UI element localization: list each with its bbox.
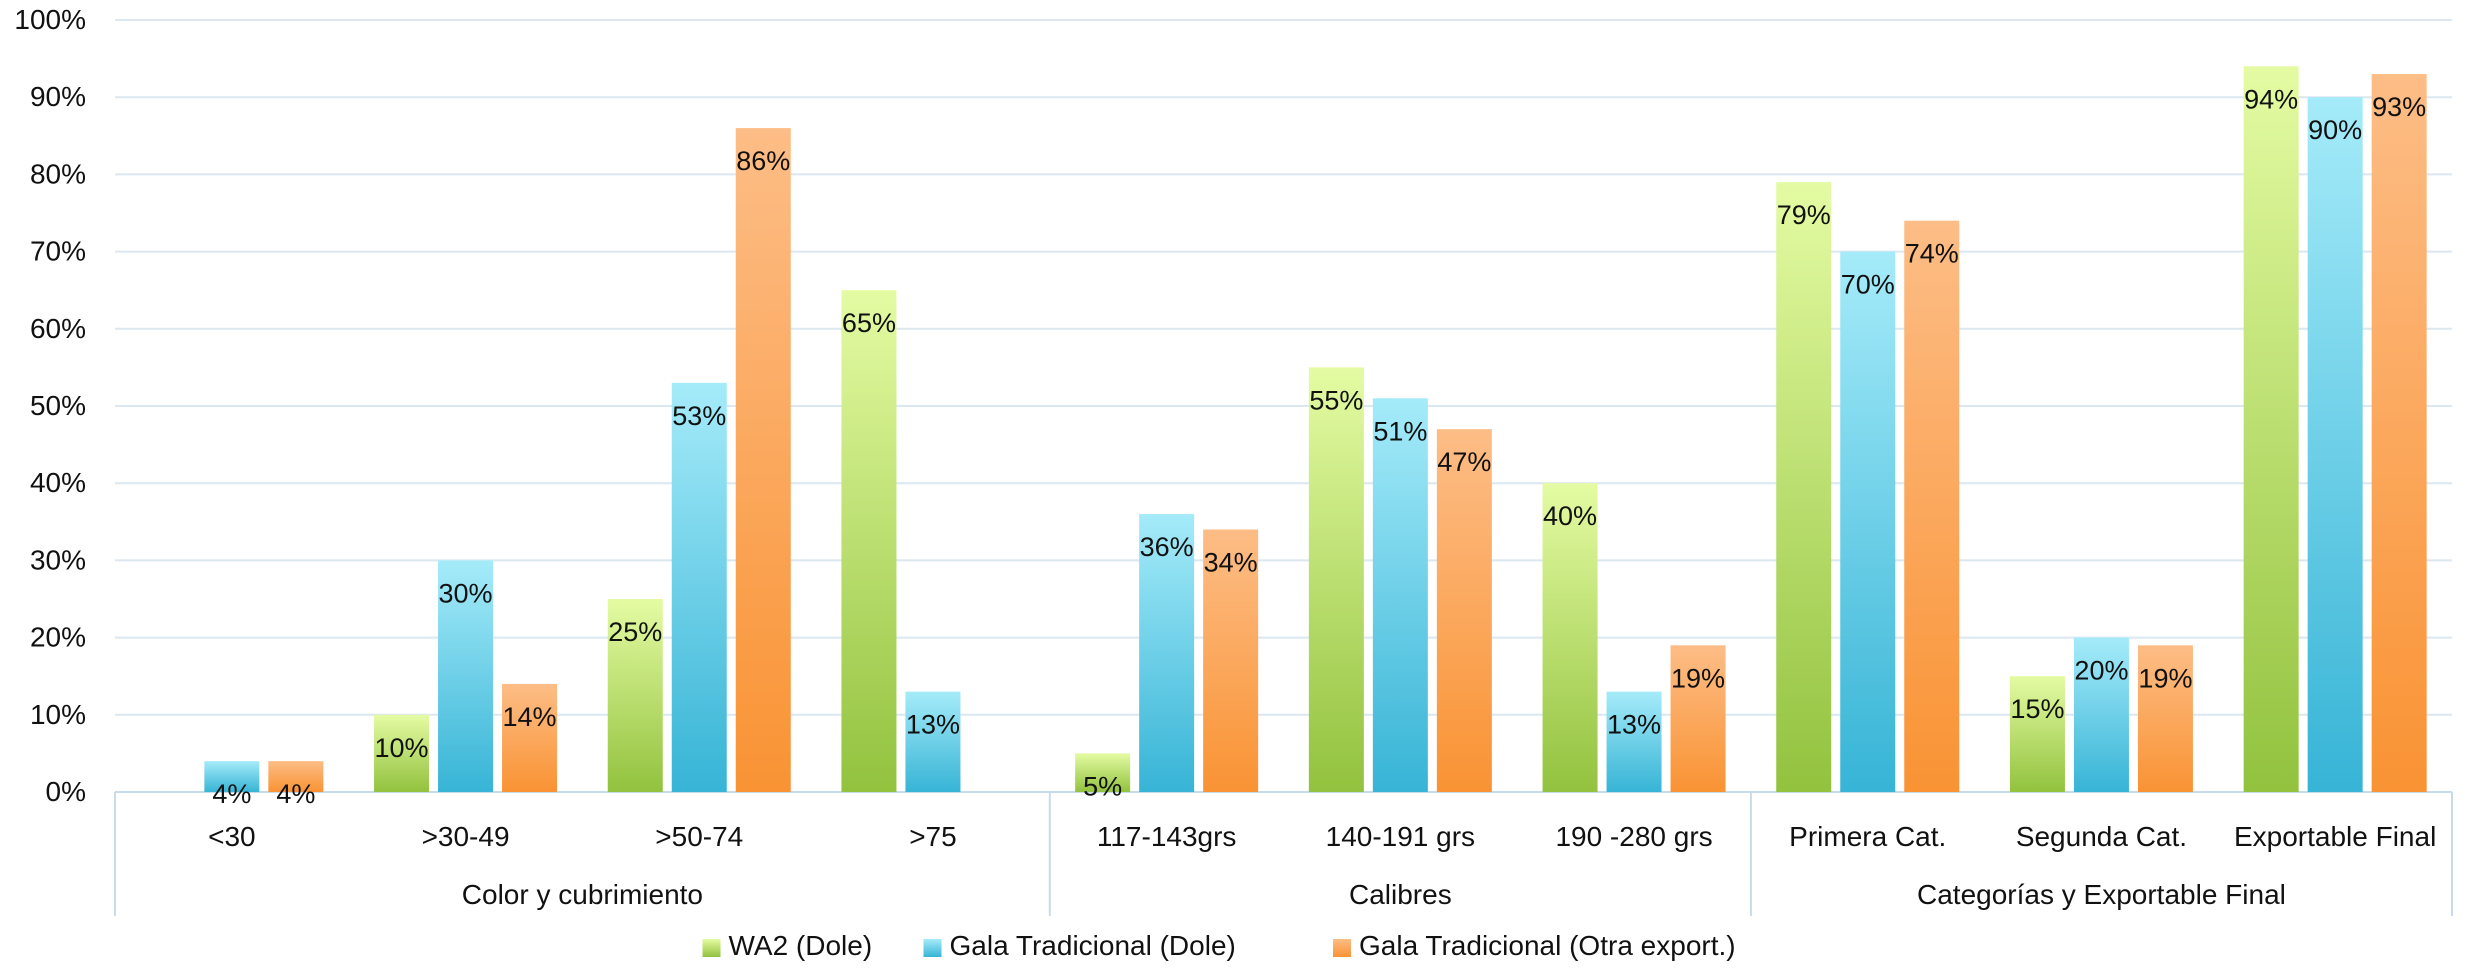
bar-2-7 [1606,691,1662,792]
x-group-label: Calibres [1349,879,1452,910]
data-label: 15% [2010,694,2064,724]
x-axis: <30 >30-49 >50-74 >75 117-143grs 140-191 grs 1… [114,792,2453,916]
x-category-label: Segunda Cat. [2016,821,2187,852]
y-tick-label: 20% [30,622,86,653]
bar-3-2 [502,683,558,792]
data-label: 93% [2372,92,2426,122]
bar-2-2 [438,560,494,792]
data-label: 47% [1437,447,1491,477]
y-tick-label: 70% [30,236,86,267]
data-label: 36% [1140,532,1194,562]
data-label: 10% [375,733,429,763]
bar-3-8 [1904,220,1960,793]
bar-3-5 [1203,529,1259,792]
bar-1-4 [841,290,897,792]
data-label: 13% [906,710,960,740]
data-label: 65% [842,308,896,338]
data-label: 19% [1671,663,1725,693]
bar-3-6 [1436,429,1492,792]
data-label: 14% [503,702,557,732]
data-label: 86% [736,146,790,176]
bar-3-7 [1670,645,1726,792]
bar-2-6 [1372,398,1428,792]
data-label: 30% [439,578,493,608]
x-category-label: Primera Cat. [1789,821,1946,852]
y-tick-label: 60% [30,313,86,344]
x-category-label: <30 [208,821,256,852]
bar-3-9 [2137,645,2193,792]
data-label: 55% [1309,385,1363,415]
bar-1-3 [607,599,663,792]
x-category-label: >30-49 [422,821,510,852]
y-tick-label: 10% [30,699,86,730]
legend-label: Gala Tradicional (Otra export.) [1359,930,1736,961]
bar-2-1 [204,761,260,792]
legend-swatch-3 [1333,939,1351,957]
y-tick-label: 100% [14,4,86,35]
data-label: 13% [1607,710,1661,740]
legend-label: Gala Tradicional (Dole) [950,930,1236,961]
bar-2-3 [671,382,727,792]
x-group-label: Color y cubrimiento [462,879,703,910]
y-tick-label: 80% [30,158,86,189]
bar-1-6 [1308,367,1364,792]
y-tick-label: 40% [30,467,86,498]
x-category-label: 117-143grs [1097,821,1237,852]
data-label: 4% [212,779,251,809]
y-tick-label: 50% [30,390,86,421]
data-label: 90% [2308,115,2362,145]
legend: WA2 (Dole) Gala Tradicional (Dole) Gala Tr… [702,930,1736,961]
data-label: 51% [1373,416,1427,446]
y-tick-label: 30% [30,544,86,575]
y-tick-label: 90% [30,81,86,112]
bar-1-9 [2009,676,2065,792]
bar-3-1 [268,761,324,792]
data-label: 70% [1841,270,1895,300]
x-category-label: 140-191 grs [1326,821,1475,852]
legend-label: WA2 (Dole) [729,930,873,961]
y-axis-tick-labels: 0% 10% 20% 30% 40% 50% 60% 70% 80% 90% 100% [14,4,86,807]
data-label: 20% [2074,656,2128,686]
bar-2-10 [2307,97,2363,792]
data-label: 4% [276,779,315,809]
data-label: 40% [1543,501,1597,531]
bar-2-5 [1139,514,1195,792]
bars [204,66,2427,793]
bar-2-4 [905,691,961,792]
bar-1-10 [2243,66,2299,792]
data-label: 94% [2244,84,2298,114]
bar-1-8 [1776,182,1832,792]
legend-swatch-1 [702,939,721,957]
data-label: 19% [2138,663,2192,693]
bar-1-7 [1542,483,1598,792]
x-category-label: 190 -280 grs [1555,821,1712,852]
x-category-label: >75 [909,821,957,852]
x-category-label: >50-74 [655,821,743,852]
data-labels: 4% 4% 10% 30% 14% 25% 53% 86% 65% 13% 5% 36% 34% 55% 5… [212,84,2426,809]
bar-3-10 [2371,74,2427,793]
data-label: 34% [1204,548,1258,578]
data-label: 79% [1777,200,1831,230]
bar-2-9 [2073,637,2129,792]
data-label: 53% [672,401,726,431]
bar-1-5 [1075,753,1131,792]
bar-1-2 [374,714,430,792]
legend-swatch-2 [923,939,942,957]
bar-3-3 [735,128,791,792]
data-label: 25% [608,617,662,647]
y-tick-label: 0% [46,776,86,807]
bar-2-8 [1840,251,1896,793]
data-label: 74% [1905,239,1959,269]
x-category-label: Exportable Final [2234,821,2436,852]
data-label: 5% [1083,771,1122,801]
x-group-label: Categorías y Exportable Final [1917,879,2286,910]
